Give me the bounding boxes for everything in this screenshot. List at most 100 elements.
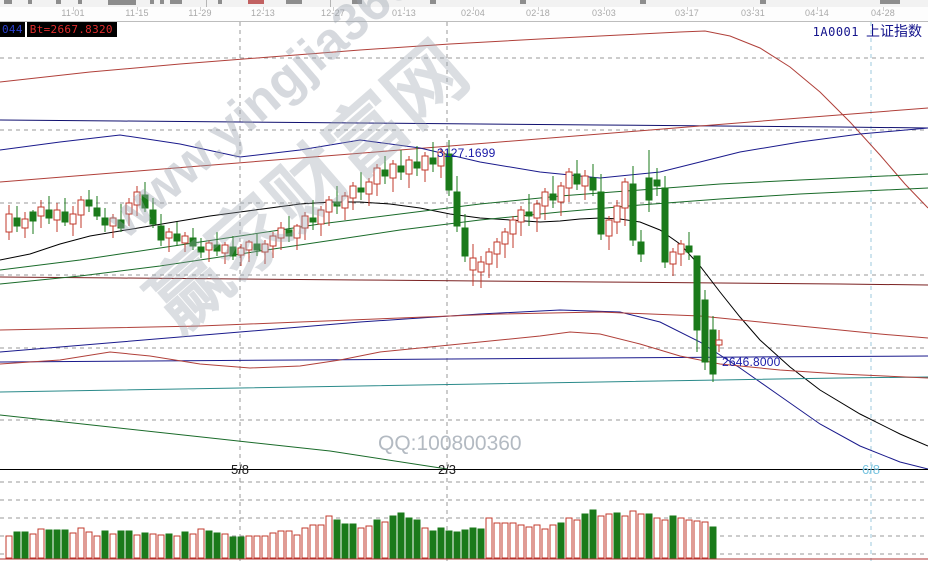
date-label: 01-13	[391, 8, 417, 18]
date-tick	[73, 7, 74, 11]
volume-bar-up	[381, 521, 389, 559]
ma-line-red-rising	[0, 107, 928, 183]
candle-body-down	[701, 299, 709, 363]
volume-bar-up	[269, 532, 277, 559]
volume-bar-up	[37, 528, 45, 559]
candle-body-up	[293, 225, 301, 239]
candle-body-up	[77, 199, 85, 216]
candle-body-up	[365, 181, 373, 195]
price-pane[interactable]	[0, 22, 928, 469]
date-axis: 11-01 11-15 11-29 12-13 12-27 01-13 02-04 02-18…	[0, 7, 928, 22]
volume-bar-up	[173, 535, 181, 559]
volume-bar-up	[325, 515, 333, 559]
volume-bar-up	[549, 524, 557, 559]
candle-body-up	[613, 205, 621, 223]
volume-bar-up	[525, 526, 533, 559]
volume-bar-down	[237, 536, 245, 559]
date-label: 03-31	[740, 8, 766, 18]
date-tick	[817, 7, 818, 11]
volume-bar-up	[485, 517, 493, 559]
candle-body-up	[509, 219, 517, 235]
volume-bar-down	[213, 532, 221, 559]
volume-bar-down	[477, 528, 485, 559]
volume-bar-down	[445, 530, 453, 559]
candle-body-up	[533, 203, 541, 219]
volume-bar-up	[309, 524, 317, 559]
volume-bar-up	[277, 530, 285, 559]
volume-bar-up	[509, 522, 517, 559]
volume-bar-up	[261, 535, 269, 559]
candle-body-up	[349, 185, 357, 199]
candle-body-down	[653, 179, 661, 187]
date-label: 03-17	[674, 8, 700, 18]
candle-body-up	[205, 242, 213, 251]
candle-body-up	[21, 218, 29, 229]
volume-bar-down	[117, 530, 125, 559]
candle-body-down	[637, 241, 645, 255]
candle-body-up	[405, 159, 413, 175]
candle-body-down	[333, 201, 341, 207]
date-tick	[137, 7, 138, 11]
volume-bar-down	[229, 536, 237, 559]
date-tick	[538, 7, 539, 11]
candle-body-down	[573, 173, 581, 185]
volume-bar-down	[165, 533, 173, 559]
candle-body-up	[221, 244, 229, 254]
volume-bar-down	[61, 529, 69, 559]
volume-bars	[0, 509, 928, 560]
volume-pane[interactable]	[0, 469, 928, 561]
volume-bar-down	[469, 527, 477, 559]
volume-bar-down	[333, 519, 341, 559]
volume-bar-down	[13, 531, 21, 559]
volume-bar-down	[349, 523, 357, 559]
candle-body-up	[541, 191, 549, 207]
candle-body-up	[261, 243, 269, 253]
volume-bar-up	[253, 535, 261, 559]
candle-body-up	[557, 185, 565, 203]
date-label: 02-04	[460, 8, 486, 18]
symbol-code: 1A0001	[812, 25, 859, 39]
volume-bar-down	[373, 519, 381, 559]
date-label: 04-14	[804, 8, 830, 18]
candle-body-up	[53, 209, 61, 221]
quote-tag-left-fragment: 044	[0, 22, 25, 37]
candle-body-up	[565, 171, 573, 189]
candle-body-down	[13, 217, 21, 227]
ma-line-navy-oscillate	[0, 127, 928, 179]
candle-body-down	[141, 194, 149, 209]
date-tick	[753, 7, 754, 11]
volume-bar-up	[365, 525, 373, 559]
volume-bar-up	[701, 521, 709, 559]
candle-body-down	[461, 227, 469, 257]
volume-bar-down	[181, 531, 189, 559]
candle-body-down	[381, 169, 389, 177]
watermark-qq: QQ:100800360	[378, 432, 522, 455]
candle-body-up	[5, 213, 13, 233]
candle-body-down	[29, 211, 37, 222]
volume-bar-up	[69, 532, 77, 559]
candle-body-up	[477, 261, 485, 273]
price-annotation-1: 2646.8000	[722, 355, 781, 369]
volume-bar-up	[573, 519, 581, 559]
candle-body-down	[285, 229, 293, 237]
candle-body-down	[45, 209, 53, 219]
date-tick	[687, 7, 688, 11]
volume-bar-up	[133, 534, 141, 559]
volume-bar-down	[613, 512, 621, 559]
date-tick	[333, 7, 334, 11]
volume-bar-up	[541, 528, 549, 559]
volume-bar-down	[21, 531, 29, 559]
price-chart-svg	[0, 22, 928, 469]
candle-body-down	[413, 161, 421, 169]
quote-tag: 044 Bt=2667.8320	[0, 22, 117, 37]
candle-body-up	[581, 175, 589, 187]
quote-tag-value: Bt=2667.8320	[26, 22, 117, 37]
candle-body-down	[445, 153, 453, 191]
volume-chart-svg	[0, 470, 928, 561]
candle-body-down	[101, 217, 109, 226]
volume-bar-up	[317, 524, 325, 559]
ma-line-teal	[0, 376, 928, 393]
volume-bar-up	[149, 533, 157, 559]
candle-body-down	[213, 244, 221, 252]
date-label: 12-27	[320, 8, 346, 18]
